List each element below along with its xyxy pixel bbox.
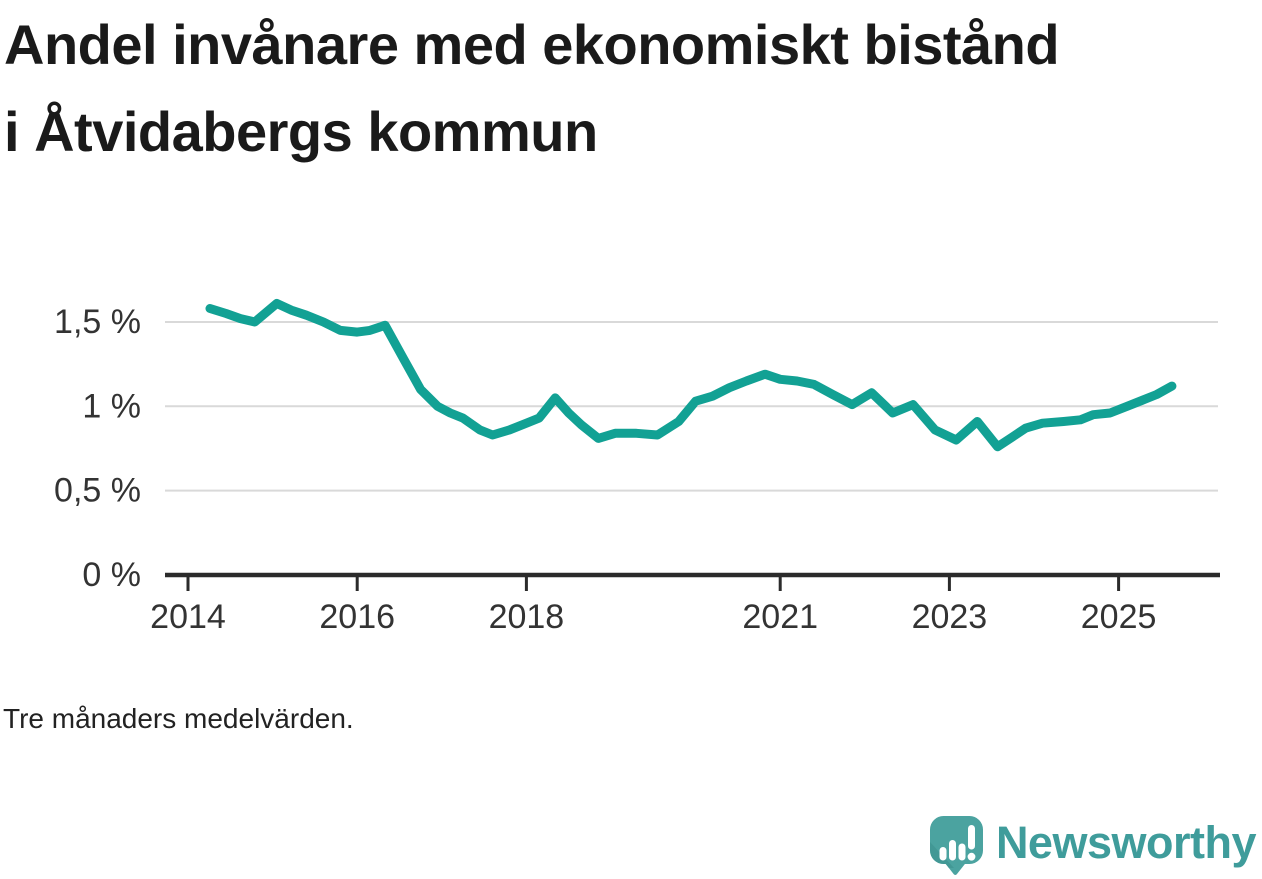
x-axis-label: 2016 bbox=[319, 598, 395, 636]
y-axis-label: 1 % bbox=[82, 387, 141, 425]
x-axis-label: 2018 bbox=[489, 598, 565, 636]
chart-footnote: Tre månaders medelvärden. bbox=[3, 703, 354, 734]
y-axis-label: 0 % bbox=[82, 556, 141, 594]
data-line bbox=[205, 298, 1177, 452]
newsworthy-logo: Newsworthy bbox=[929, 814, 1257, 878]
y-axis-label: 1,5 % bbox=[54, 303, 141, 341]
x-axis-label: 2021 bbox=[742, 598, 818, 636]
chart-title: Andel invånare med ekonomiskt bistånd i … bbox=[4, 13, 1060, 163]
newsworthy-wordmark: Newsworthy bbox=[995, 816, 1257, 868]
x-axis-label: 2025 bbox=[1081, 598, 1157, 636]
speech-bubble-bar-chart-icon bbox=[929, 816, 983, 876]
x-axis-label: 2014 bbox=[150, 598, 226, 636]
x-axis-label: 2023 bbox=[912, 598, 988, 636]
y-axis-label: 0,5 % bbox=[54, 472, 141, 510]
